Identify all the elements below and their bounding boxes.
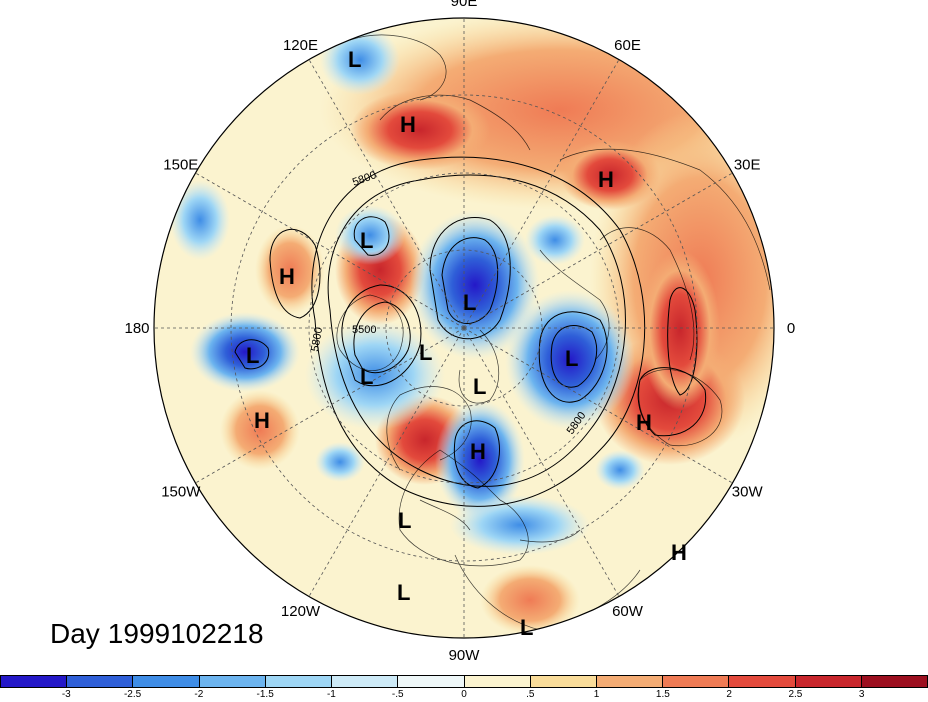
longitude-label: 150E: [163, 157, 198, 174]
colorbar-swatch: [596, 676, 664, 687]
longitude-label: 150W: [161, 484, 201, 501]
pressure-center-label: H: [636, 410, 652, 435]
pressure-center-label: L: [419, 340, 432, 365]
meridian-line: [195, 327, 465, 484]
pressure-center-label: H: [671, 540, 687, 565]
meridian-line: [195, 172, 465, 329]
colorbar-swatch: [332, 676, 399, 687]
pressure-center-label: H: [279, 264, 295, 289]
colorbar-tick-label: -1: [326, 689, 336, 700]
longitude-label: 30W: [732, 484, 764, 501]
colorbar-tick-label: .5: [526, 689, 535, 700]
pressure-center-label: L: [463, 290, 476, 315]
colorbar-tick-label: -1.5: [256, 689, 274, 700]
longitude-label: 120E: [283, 37, 318, 54]
colorbar-swatch: [464, 676, 531, 687]
meridians: [154, 18, 774, 638]
pressure-center-label: L: [397, 580, 410, 605]
meridian-line: [463, 172, 733, 329]
pressure-center-label: L: [348, 47, 361, 72]
anomaly-field: [154, 18, 774, 638]
colorbar-tick-label: 1: [593, 689, 600, 700]
meridian-line: [308, 59, 465, 329]
contour-label: 5500: [352, 324, 376, 336]
pressure-center-label: L: [360, 228, 373, 253]
colorbar-swatch: [861, 676, 928, 687]
colorbar-swatches: [0, 675, 928, 688]
longitude-label: 120W: [281, 603, 321, 620]
colorbar-tick-label: -3: [61, 689, 71, 700]
pressure-center-label: L: [398, 508, 411, 533]
colorbar-tick-label: 2: [726, 689, 732, 700]
longitude-label: 60E: [614, 37, 641, 54]
colorbar-tick-label: 2.5: [788, 689, 803, 700]
colorbar-swatch: [663, 676, 730, 687]
coastlines: [336, 34, 771, 631]
colorbar-swatch: [199, 676, 266, 687]
longitude-label: 30E: [734, 157, 761, 174]
colorbar-swatch: [265, 676, 333, 687]
title-date: 1999102218: [107, 618, 264, 649]
pressure-center-label: L: [565, 346, 578, 371]
pressure-center-label: L: [246, 343, 259, 368]
colorbar-swatch: [729, 676, 796, 687]
colorbar-tick-label: 1.5: [655, 689, 670, 700]
pressure-center-label: H: [598, 167, 614, 192]
meridian-line: [463, 327, 733, 484]
colorbar-swatch: [530, 676, 597, 687]
map-boundary: [153, 17, 775, 639]
colorbar-swatch: [133, 676, 200, 687]
colorbar-swatch: [398, 676, 465, 687]
colorbar-tick-label: 3: [858, 689, 865, 700]
meridian-line: [463, 327, 620, 597]
pressure-center-label: L: [360, 364, 373, 389]
colorbar: -3 -2.5 -2 -1.5 -1 -.5 0 .5 1 1.5 2 2.5 3: [0, 675, 928, 702]
longitude-labels: 90E 60E 30E 0 30W 60W 90W 120W 150W 180 150E 120E: [124, 0, 795, 664]
pressure-center-label: L: [520, 615, 533, 640]
pressure-center-label: H: [470, 439, 486, 464]
day-title: Day 1999102218: [50, 618, 272, 650]
longitude-label: 90E: [451, 0, 478, 10]
pressure-center-label: H: [254, 408, 270, 433]
colorbar-swatch: [67, 676, 134, 687]
colorbar-swatch: [1, 676, 68, 687]
pressure-center-labels: L H H L H L H L L L L L H H L H L L H: [246, 47, 687, 640]
title-prefix: Day: [50, 618, 100, 649]
polar-map: 90E 60E 30E 0 30W 60W 90W 120W 150W 180 150E 120E 5…: [124, 0, 795, 664]
longitude-label: 90W: [449, 647, 481, 664]
colorbar-tick-label: -2: [194, 689, 204, 700]
colorbar-tick-label: -2.5: [123, 689, 142, 700]
colorbar-tick-label: 0: [461, 689, 467, 700]
contour-label: 5800: [309, 326, 325, 352]
longitude-label: 60W: [612, 603, 644, 620]
colorbar-ticks: -3 -2.5 -2 -1.5 -1 -.5 0 .5 1 1.5 2 2.5 3: [0, 688, 928, 702]
pressure-center-label: L: [473, 374, 486, 399]
longitude-label: 0: [787, 320, 795, 337]
colorbar-tick-label: -.5: [391, 689, 404, 700]
longitude-label: 180: [124, 320, 149, 337]
meridian-line: [463, 59, 620, 329]
colorbar-swatch: [795, 676, 862, 687]
pressure-center-label: H: [400, 112, 416, 137]
meridian-line: [308, 327, 465, 597]
